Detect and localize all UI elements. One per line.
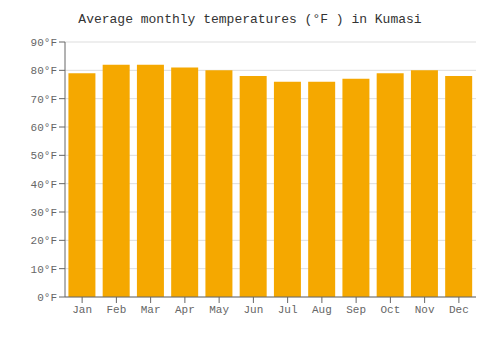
svg-text:Sep: Sep [346, 304, 366, 316]
svg-text:Mar: Mar [141, 304, 161, 316]
svg-text:Jan: Jan [72, 304, 92, 316]
svg-text:Oct: Oct [380, 304, 400, 316]
svg-text:Aug: Aug [312, 304, 332, 316]
svg-text:Jun: Jun [243, 304, 263, 316]
svg-text:10°F: 10°F [31, 264, 57, 276]
svg-text:80°F: 80°F [31, 65, 57, 77]
svg-text:Nov: Nov [415, 304, 435, 316]
svg-text:Dec: Dec [449, 304, 469, 316]
svg-text:Jul: Jul [278, 304, 298, 316]
svg-text:Apr: Apr [175, 304, 195, 316]
svg-text:30°F: 30°F [31, 207, 57, 219]
svg-text:50°F: 50°F [31, 150, 57, 162]
svg-text:60°F: 60°F [31, 122, 57, 134]
svg-text:Feb: Feb [106, 304, 126, 316]
svg-text:40°F: 40°F [31, 179, 57, 191]
svg-text:70°F: 70°F [31, 94, 57, 106]
svg-text:90°F: 90°F [31, 37, 57, 49]
svg-text:0°F: 0°F [37, 292, 57, 304]
html-text:Average monthly temperatures (: Average monthly temperatures (°F ) in Ku… [78, 12, 422, 27]
svg-text:20°F: 20°F [31, 235, 57, 247]
svg-text:May: May [209, 304, 229, 316]
